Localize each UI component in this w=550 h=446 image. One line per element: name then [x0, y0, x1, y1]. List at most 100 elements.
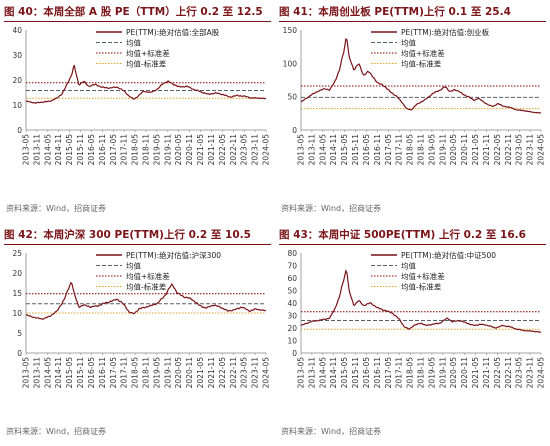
x-tick-label: 2015-11	[76, 134, 85, 166]
source-note: 资料来源：Wind，招商证券	[281, 427, 382, 436]
x-tick-label: 2015-05	[340, 357, 349, 389]
y-tick-label: 40	[12, 26, 22, 35]
y-tick-label: 0	[17, 126, 22, 135]
chart-title: 图 42：本周沪深 300 PE(TTM)上行 0.2 至 10.5	[4, 226, 271, 245]
y-tick-label: 20	[287, 324, 297, 333]
x-tick-label: 2023-11	[526, 134, 535, 166]
chart-title: 图 41：本周创业板 PE(TTM)上行 0.1 至 25.4	[279, 3, 546, 22]
x-tick-label: 2014-11	[54, 134, 63, 166]
legend-lower-label: 均值-标准差	[401, 282, 442, 292]
x-tick-label: 2016-05	[362, 134, 371, 166]
x-tick-label: 2013-11	[307, 357, 316, 389]
legend-lower-label: 均值-标准差	[126, 282, 167, 292]
x-tick-label: 2014-11	[329, 357, 338, 389]
legend-series-label: PE(TTM):绝对估值:创业板	[401, 27, 490, 37]
chart-panel-csi500: 图 43：本周中证 500PE(TTM) 上行 0.2 至 16.6 0 10 20…	[275, 223, 550, 446]
x-tick-label: 2022-05	[218, 134, 227, 166]
x-tick-label: 2019-11	[438, 357, 447, 389]
x-tick-label: 2020-05	[449, 357, 458, 389]
x-tick-label: 2016-05	[87, 134, 96, 166]
y-tick-label: 5	[17, 329, 22, 338]
x-tick-label: 2020-11	[460, 134, 469, 166]
y-tick-label: 40	[287, 299, 297, 308]
legend-series-label: PE(TTM):绝对估值:沪深300	[126, 250, 221, 260]
x-tick-label: 2016-05	[362, 357, 371, 389]
y-tick-label: 0	[292, 349, 297, 358]
x-tick-label: 2014-05	[318, 357, 327, 389]
x-tick-label: 2023-11	[526, 357, 535, 389]
x-tick-label: 2022-05	[218, 357, 227, 389]
x-tick-label: 2020-05	[174, 134, 183, 166]
y-tick-label: 20	[12, 269, 22, 278]
x-tick-label: 2022-11	[229, 357, 238, 389]
y-tick-label: 25	[12, 249, 22, 258]
x-tick-label: 2018-11	[417, 357, 426, 389]
chart-panel-csi300: 图 42：本周沪深 300 PE(TTM)上行 0.2 至 10.5 0 5 10 1…	[0, 223, 275, 446]
x-tick-label: 2023-05	[240, 357, 249, 389]
x-tick-label: 2022-05	[493, 134, 502, 166]
legend-lower-label: 均值-标准差	[401, 59, 442, 69]
x-tick-label: 2022-11	[504, 134, 513, 166]
x-tick-label: 2023-11	[251, 134, 260, 166]
x-tick-label: 2024-05	[537, 134, 546, 166]
x-tick-label: 2017-11	[120, 357, 129, 389]
x-tick-label: 2022-11	[229, 134, 238, 166]
x-tick-label: 2019-11	[163, 134, 172, 166]
y-tick-label: 15	[12, 289, 22, 298]
x-tick-label: 2018-05	[131, 134, 140, 166]
legend-lower-label: 均值-标准差	[126, 59, 167, 69]
x-tick-label: 2014-05	[43, 134, 52, 166]
x-tick-label: 2014-05	[318, 134, 327, 166]
x-tick-label: 2015-11	[351, 357, 360, 389]
y-tick-label: 0	[17, 349, 22, 358]
x-tick-label: 2023-05	[515, 134, 524, 166]
x-tick-label: 2017-11	[395, 357, 404, 389]
chart-panel-all-a: 图 40：本周全部 A 股 PE（TTM）上行 0.2 至 12.5 0 10 20…	[0, 0, 275, 223]
y-tick-label: 30	[12, 51, 22, 60]
x-tick-label: 2022-05	[493, 357, 502, 389]
x-tick-label: 2021-05	[196, 357, 205, 389]
x-tick-label: 2016-11	[98, 357, 107, 389]
chart-panel-chinext: 图 41：本周创业板 PE(TTM)上行 0.1 至 25.4 0 50 100 15…	[275, 0, 550, 223]
y-tick-label: 50	[287, 93, 297, 102]
legend-upper-label: 均值+标准差	[126, 48, 170, 58]
x-tick-label: 2013-05	[22, 134, 31, 166]
x-tick-label: 2014-11	[329, 134, 338, 166]
pe-series-line	[300, 269, 542, 333]
x-tick-label: 2015-05	[340, 134, 349, 166]
y-tick-label: 10	[12, 309, 22, 318]
x-tick-label: 2021-05	[471, 134, 480, 166]
x-tick-label: 2016-11	[373, 357, 382, 389]
x-tick-label: 2015-11	[76, 357, 85, 389]
y-tick-label: 150	[283, 26, 298, 35]
x-tick-label: 2019-11	[438, 134, 447, 166]
source-note: 资料来源：Wind，招商证券	[6, 204, 107, 213]
pe-series-line	[300, 37, 541, 114]
x-tick-label: 2023-11	[251, 357, 260, 389]
pe-series-line	[25, 281, 267, 320]
legend-upper-label: 均值+标准差	[126, 271, 170, 281]
x-tick-label: 2024-05	[262, 134, 271, 166]
x-tick-label: 2018-11	[142, 357, 151, 389]
x-tick-label: 2013-05	[297, 134, 306, 166]
x-tick-label: 2024-05	[537, 357, 546, 389]
x-tick-label: 2018-05	[406, 357, 415, 389]
x-tick-label: 2014-11	[54, 357, 63, 389]
y-tick-label: 100	[283, 59, 298, 68]
y-tick-label: 70	[287, 262, 297, 271]
x-tick-label: 2014-05	[43, 357, 52, 389]
x-tick-label: 2021-11	[207, 134, 216, 166]
x-tick-label: 2024-05	[262, 357, 271, 389]
x-tick-label: 2023-05	[515, 357, 524, 389]
x-tick-label: 2017-05	[109, 357, 118, 389]
x-tick-label: 2013-11	[32, 357, 41, 389]
x-tick-label: 2019-05	[427, 134, 436, 166]
y-tick-label: 20	[12, 76, 22, 85]
x-tick-label: 2018-11	[142, 134, 151, 166]
chart-title: 图 43：本周中证 500PE(TTM) 上行 0.2 至 16.6	[279, 226, 546, 245]
x-tick-label: 2022-11	[504, 357, 513, 389]
x-tick-label: 2019-05	[427, 357, 436, 389]
x-tick-label: 2016-05	[87, 357, 96, 389]
